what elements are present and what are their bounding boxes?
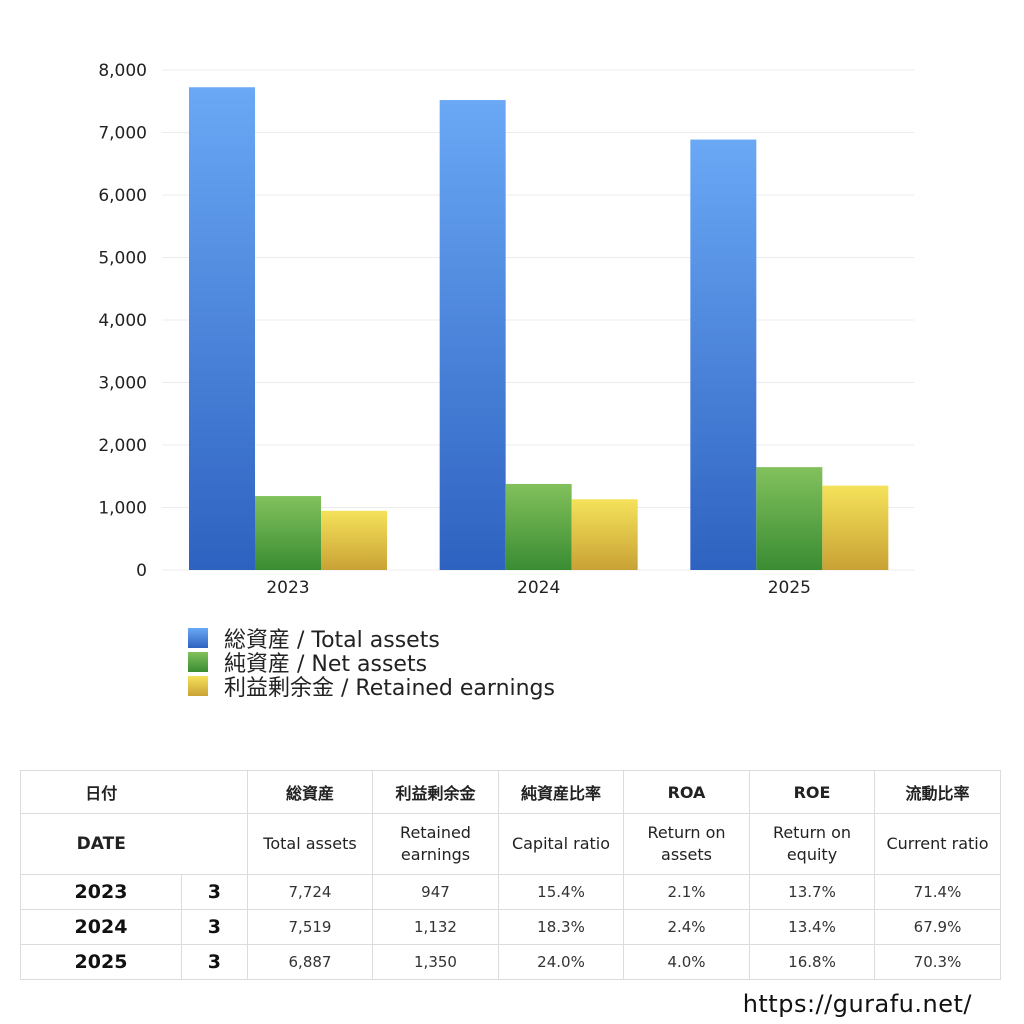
table-cell: 1,132 [372,909,499,945]
table-cell: 2.4% [623,909,750,945]
table-cell: 947 [372,874,499,910]
table-cell: 1,350 [372,944,499,980]
legend-swatch [188,676,208,696]
legend-label: 利益剰余金 / Retained earnings [224,676,555,701]
header-cell: Return on assets [623,813,750,875]
legend-item: 総資産 / Total assets [188,626,555,653]
bar-total-assets-2023 [189,87,255,570]
y-tick-label: 2,000 [98,436,147,456]
legend-item: 純資産 / Net assets [188,650,555,677]
bar-net-assets-2024 [505,483,572,570]
row-month: 3 [181,909,248,945]
table-cell: 18.3% [498,909,624,945]
y-tick-label: 7,000 [98,124,147,144]
table-cell: 13.4% [749,909,875,945]
table-cell: 67.9% [874,909,1001,945]
header-cell: Return on equity [749,813,875,875]
header-cell [181,813,248,875]
table-cell: 7,519 [247,909,373,945]
y-tick-label: 1,000 [98,499,147,519]
row-month: 3 [181,944,248,980]
table-row: 2025 3 6,887 1,350 24.0% 4.0% 16.8% 70.3% [20,944,1001,980]
legend-swatch [188,652,208,672]
header-cell: Retained earnings [372,813,499,875]
x-tick-label: 2023 [266,578,309,598]
header-cell [181,770,248,814]
table-row: 2024 3 7,519 1,132 18.3% 2.4% 13.4% 67.9% [20,909,1001,945]
y-tick-label: 6,000 [98,186,147,206]
table-cell: 6,887 [247,944,373,980]
table-cell: 16.8% [749,944,875,980]
table-cell: 2.1% [623,874,750,910]
table-cell: 70.3% [874,944,1001,980]
header-cell: DATE [20,813,182,875]
header-cell: Capital ratio [498,813,624,875]
header-cell: Total assets [247,813,373,875]
row-month: 3 [181,874,248,910]
legend-item: 利益剰余金 / Retained earnings [188,674,555,701]
financial-table: 日付 総資産 利益剰余金 純資産比率 ROA ROE 流動比率 DATE Total asse… [20,770,1001,980]
x-tick-label: 2024 [517,578,560,598]
table-cell: 15.4% [498,874,624,910]
y-tick-label: 8,000 [98,61,147,81]
bar-retained-earnings-2024 [571,499,638,570]
header-cell: ROA [623,770,750,814]
y-tick-label: 3,000 [98,374,147,394]
bar-total-assets-2025 [690,139,757,570]
y-tick-label: 5,000 [98,249,147,269]
header-cell: 流動比率 [874,770,1001,814]
header-cell: 純資産比率 [498,770,624,814]
x-axis-ticks: 2023 2024 2025 [266,578,811,598]
bar-chart: 0 1,000 2,000 3,000 4,000 5,000 6,000 7,000 8,00… [98,61,914,598]
y-tick-label: 4,000 [98,311,147,331]
header-cell: 利益剰余金 [372,770,499,814]
row-year: 2025 [20,944,182,980]
table-cell: 71.4% [874,874,1001,910]
table-cell: 24.0% [498,944,624,980]
table-cell: 13.7% [749,874,875,910]
chart-legend: 総資産 / Total assets 純資産 / Net assets 利益剰余金 … [188,626,555,701]
y-axis-ticks: 0 1,000 2,000 3,000 4,000 5,000 6,000 7,000 8,00… [98,61,147,581]
bar-retained-earnings-2025 [822,485,889,570]
chart-bars [189,87,889,570]
table-header-jp: 日付 総資産 利益剰余金 純資産比率 ROA ROE 流動比率 [20,770,1001,814]
source-url: https://gurafu.net/ [742,990,972,1018]
header-cell: ROE [749,770,875,814]
table-row: 2023 3 7,724 947 15.4% 2.1% 13.7% 71.4% [20,874,1001,910]
bar-total-assets-2024 [439,100,506,570]
header-cell: 日付 [20,770,182,814]
row-year: 2023 [20,874,182,910]
x-tick-label: 2025 [768,578,811,598]
table-cell: 7,724 [247,874,373,910]
row-year: 2024 [20,909,182,945]
table-header-en: DATE Total assets Retained earnings Capital … [20,813,1001,875]
y-tick-label: 0 [136,561,147,581]
legend-label: 純資産 / Net assets [224,652,428,677]
bar-net-assets-2023 [255,496,321,570]
legend-swatch [188,628,208,648]
legend-label: 総資産 / Total assets [224,628,440,653]
bar-retained-earnings-2023 [321,510,387,570]
header-cell: 総資産 [247,770,373,814]
header-cell: Current ratio [874,813,1001,875]
table-cell: 4.0% [623,944,750,980]
bar-net-assets-2025 [756,467,823,570]
